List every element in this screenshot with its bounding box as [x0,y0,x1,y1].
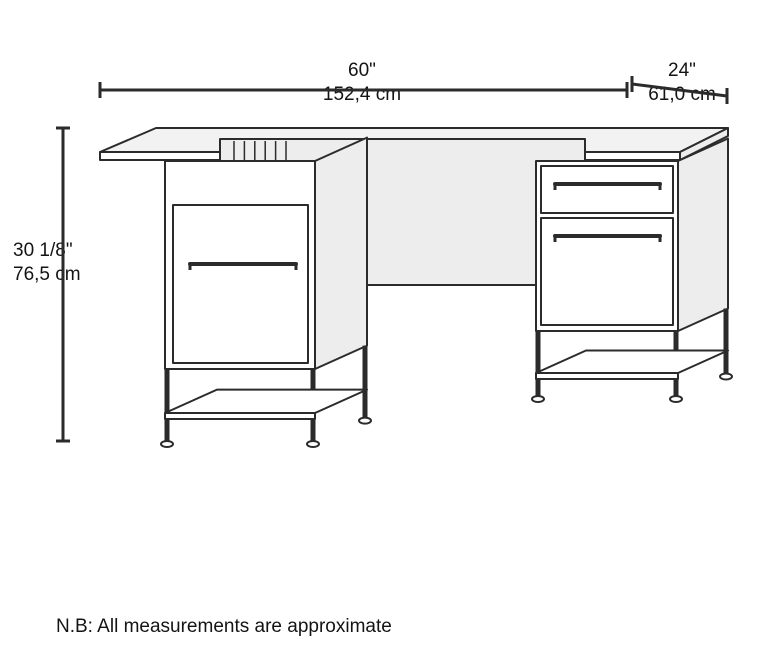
desk-diagram [0,0,782,655]
